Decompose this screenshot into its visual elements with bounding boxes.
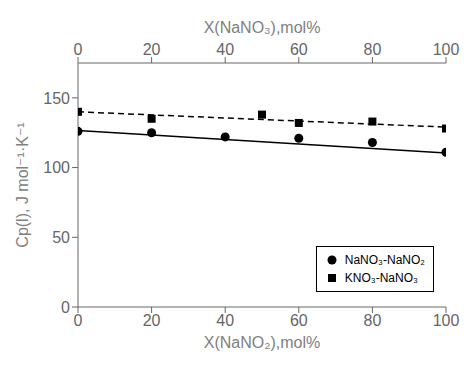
svg-text:100: 100	[43, 159, 70, 176]
svg-text:60: 60	[290, 41, 308, 58]
svg-text:X(NaNO₃),mol%: X(NaNO₃),mol%	[204, 19, 321, 36]
svg-text:20: 20	[143, 41, 161, 58]
svg-text:80: 80	[364, 312, 382, 329]
svg-text:40: 40	[216, 41, 234, 58]
svg-text:80: 80	[364, 41, 382, 58]
svg-text:50: 50	[52, 229, 70, 246]
svg-text:Cp(l), J mol⁻¹·K⁻¹: Cp(l), J mol⁻¹·K⁻¹	[14, 122, 31, 247]
svg-text:20: 20	[143, 312, 161, 329]
html-text:NaNO₃-NaNO₂: NaNO₃-NaNO₂	[344, 253, 425, 267]
svg-text:X(NaNO₂),mol%: X(NaNO₂),mol%	[204, 334, 320, 351]
svg-text:150: 150	[43, 90, 70, 107]
svg-text:40: 40	[216, 312, 234, 329]
svg-text:60: 60	[290, 312, 308, 329]
svg-text:100: 100	[433, 41, 460, 58]
svg-text:100: 100	[433, 312, 460, 329]
svg-text:0: 0	[61, 299, 70, 316]
svg-text:0: 0	[74, 41, 83, 58]
svg-text:0: 0	[74, 312, 83, 329]
html-text:KNO₃-NaNO₃: KNO₃-NaNO₃	[344, 271, 418, 285]
